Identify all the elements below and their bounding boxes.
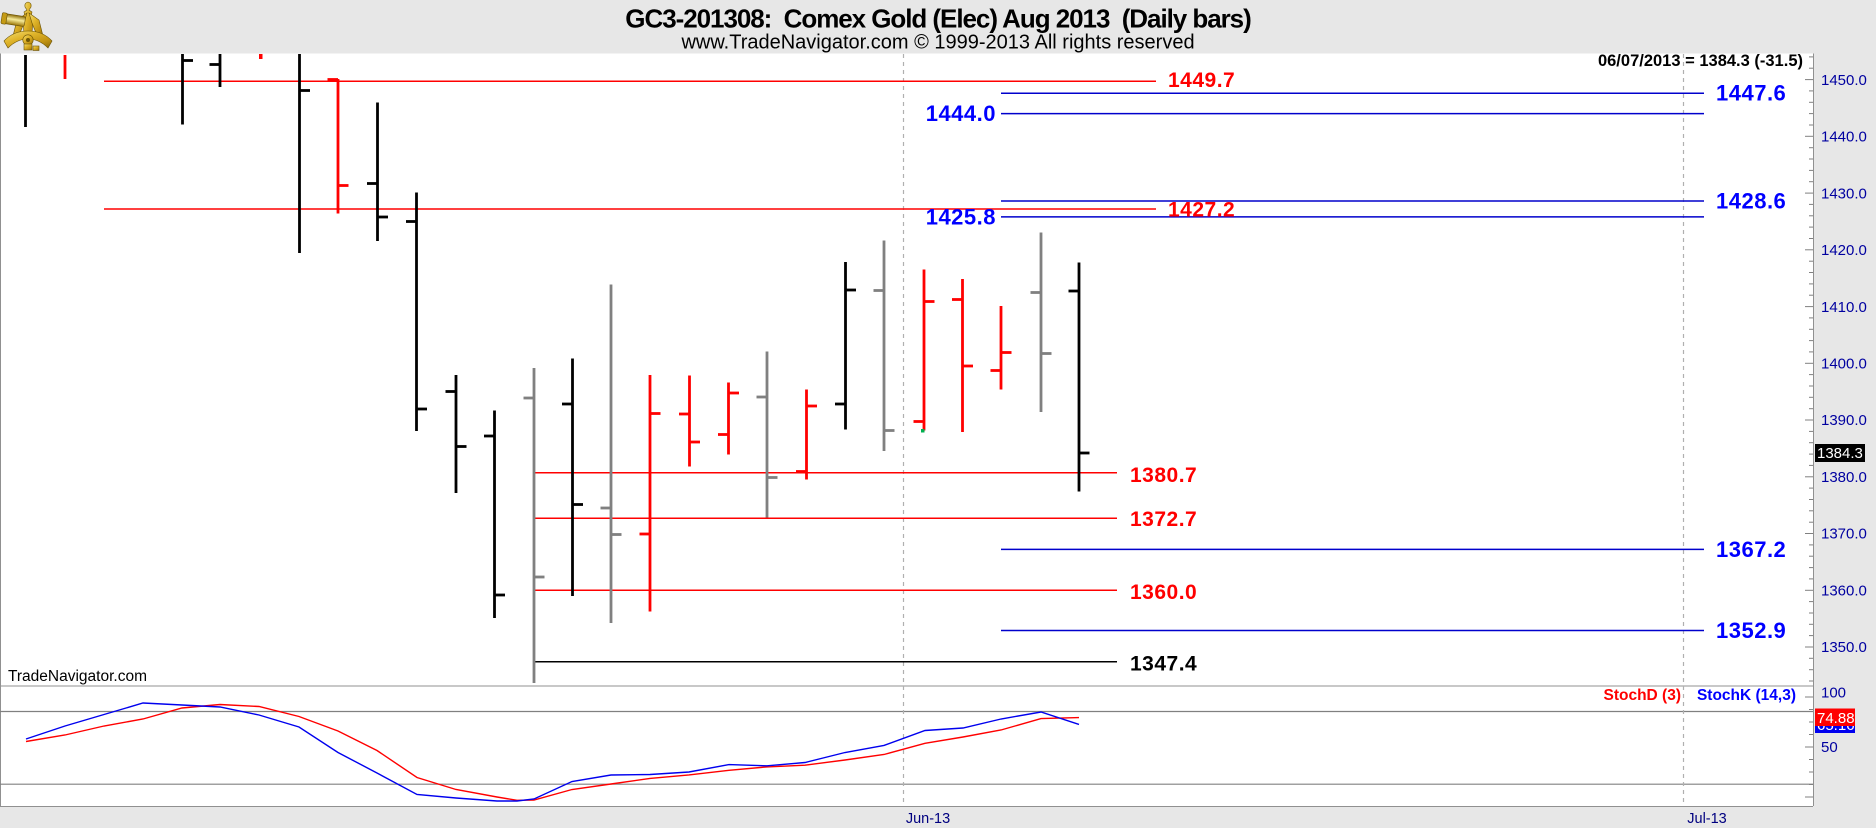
svg-text:100: 100 <box>1821 685 1846 702</box>
svg-text:1400.0: 1400.0 <box>1821 356 1867 373</box>
svg-text:74.88: 74.88 <box>1817 710 1855 727</box>
svg-text:Jun-13: Jun-13 <box>906 811 950 827</box>
svg-text:50: 50 <box>1821 739 1838 756</box>
svg-text:StochD (3): StochD (3) <box>1604 687 1682 704</box>
svg-text:1428.6: 1428.6 <box>1716 189 1786 214</box>
svg-text:1447.6: 1447.6 <box>1716 81 1786 106</box>
svg-text:1350.0: 1350.0 <box>1821 639 1867 656</box>
svg-text:1380.7: 1380.7 <box>1130 464 1197 487</box>
svg-text:1425.8: 1425.8 <box>926 204 996 229</box>
svg-text:1440.0: 1440.0 <box>1821 129 1867 146</box>
svg-text:TradeNavigator.com: TradeNavigator.com <box>8 668 147 685</box>
svg-text:1367.2: 1367.2 <box>1716 537 1786 562</box>
svg-text:GC3-201308: Comex Gold (Elec): GC3-201308: Comex Gold (Elec) Aug 2013 (… <box>625 4 1251 34</box>
svg-text:1444.0: 1444.0 <box>926 101 996 126</box>
svg-text:1384.3: 1384.3 <box>1817 445 1863 462</box>
svg-text:1420.0: 1420.0 <box>1821 242 1867 259</box>
svg-text:Jul-13: Jul-13 <box>1687 811 1727 827</box>
svg-text:1352.9: 1352.9 <box>1716 618 1786 643</box>
svg-text:1380.0: 1380.0 <box>1821 469 1867 486</box>
svg-text:1430.0: 1430.0 <box>1821 185 1867 202</box>
svg-text:1410.0: 1410.0 <box>1821 299 1867 316</box>
svg-text:www.TradeNavigator.com © 1999-: www.TradeNavigator.com © 1999-2013 All r… <box>680 32 1194 54</box>
svg-text:1449.7: 1449.7 <box>1168 69 1235 92</box>
svg-text:1390.0: 1390.0 <box>1821 412 1867 429</box>
svg-text:StochK (14,3): StochK (14,3) <box>1697 687 1796 704</box>
svg-text:1360.0: 1360.0 <box>1130 581 1197 604</box>
svg-text:1370.0: 1370.0 <box>1821 526 1867 543</box>
svg-text:1427.2: 1427.2 <box>1168 199 1235 222</box>
svg-text:06/07/2013 = 1384.3 (-31.5): 06/07/2013 = 1384.3 (-31.5) <box>1598 52 1803 70</box>
svg-text:1450.0: 1450.0 <box>1821 72 1867 89</box>
svg-text:1372.7: 1372.7 <box>1130 508 1197 531</box>
svg-text:1360.0: 1360.0 <box>1821 583 1867 600</box>
svg-text:1347.4: 1347.4 <box>1130 652 1197 675</box>
